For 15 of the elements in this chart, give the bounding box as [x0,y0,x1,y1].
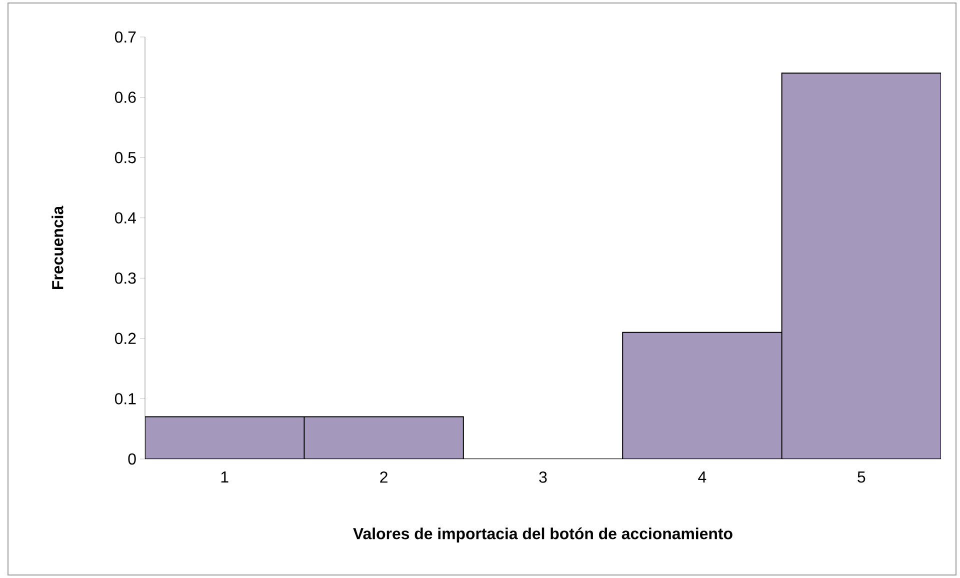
y-tick-label: 0.6 [114,92,136,103]
y-tick-label: 0.4 [114,212,136,224]
x-tick-label: 2 [380,472,388,483]
x-tick-label: 3 [539,472,547,483]
x-tick-label: 5 [858,472,866,483]
y-tick-label: 0.7 [114,31,136,43]
y-tick-label: 0.1 [114,393,136,404]
x-tick-label: 4 [698,472,706,482]
y-tick-label: 0.2 [114,332,136,344]
y-tick-label: 0.3 [114,272,136,284]
y-tick-label: 0 [128,453,136,465]
y-axis-title: Frecuencia [52,206,64,290]
x-axis-title: Valores de importacia del botón de accionamiento [353,527,732,542]
y-tick-label: 0.5 [114,152,136,164]
x-tick-label: 1 [221,472,228,482]
